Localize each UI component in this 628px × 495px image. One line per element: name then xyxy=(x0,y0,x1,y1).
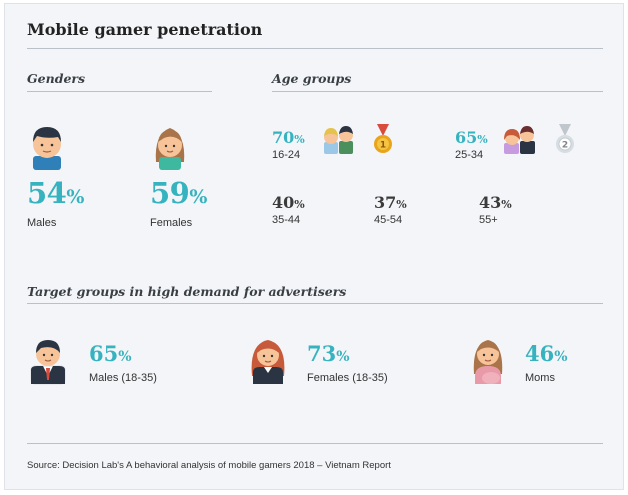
genders-divider xyxy=(27,91,212,92)
age-groups-divider xyxy=(272,91,603,92)
gold-medal-icon: 1 xyxy=(373,124,393,161)
age-25-34-label: 25-34 xyxy=(455,149,484,161)
woman-icon xyxy=(247,336,289,389)
target-males-percent: 65% xyxy=(89,341,132,366)
gold-medal-rank: 1 xyxy=(380,141,386,151)
age-45-54-percent: 37% xyxy=(374,193,407,212)
source-note: Source: Decision Lab's A behavioral anal… xyxy=(27,460,391,471)
target-groups-heading: Target groups in high demand for adverti… xyxy=(27,284,347,299)
genders-heading: Genders xyxy=(27,71,86,86)
target-females-percent: 73% xyxy=(307,341,350,366)
females-label: Females xyxy=(150,217,193,229)
target-moms-percent: 46% xyxy=(525,341,568,366)
age-35-44-percent: 40% xyxy=(272,193,305,212)
age-25-34-percent: 65% xyxy=(455,128,488,147)
age-45-54-label: 45-54 xyxy=(374,214,403,226)
businessman-icon xyxy=(27,336,69,389)
male-gamer-icon xyxy=(27,124,67,175)
title-divider xyxy=(27,48,603,49)
age-16-24-percent: 70% xyxy=(272,128,305,147)
target-moms-label: Moms xyxy=(525,372,555,384)
source-divider xyxy=(27,443,603,444)
males-label: Males xyxy=(27,217,57,229)
female-gamer-icon xyxy=(150,124,190,175)
males-percent: 54% xyxy=(27,176,84,210)
couple-gamers-icon xyxy=(502,124,538,161)
young-gamers-icon xyxy=(322,124,356,161)
pregnant-mom-icon xyxy=(467,336,509,389)
age-16-24-label: 16-24 xyxy=(272,149,301,161)
age-55-plus-percent: 43% xyxy=(479,193,512,212)
infographic-frame xyxy=(4,3,624,490)
age-55-plus-label: 55+ xyxy=(479,214,498,226)
females-percent: 59% xyxy=(150,176,207,210)
target-groups-divider xyxy=(27,303,603,304)
target-males-label: Males (18-35) xyxy=(89,372,157,384)
target-females-label: Females (18-35) xyxy=(307,372,388,384)
age-groups-heading: Age groups xyxy=(272,71,352,86)
age-35-44-label: 35-44 xyxy=(272,214,301,226)
silver-medal-icon: 2 xyxy=(555,124,575,161)
page-title: Mobile gamer penetration xyxy=(27,20,263,39)
silver-medal-rank: 2 xyxy=(562,141,568,151)
